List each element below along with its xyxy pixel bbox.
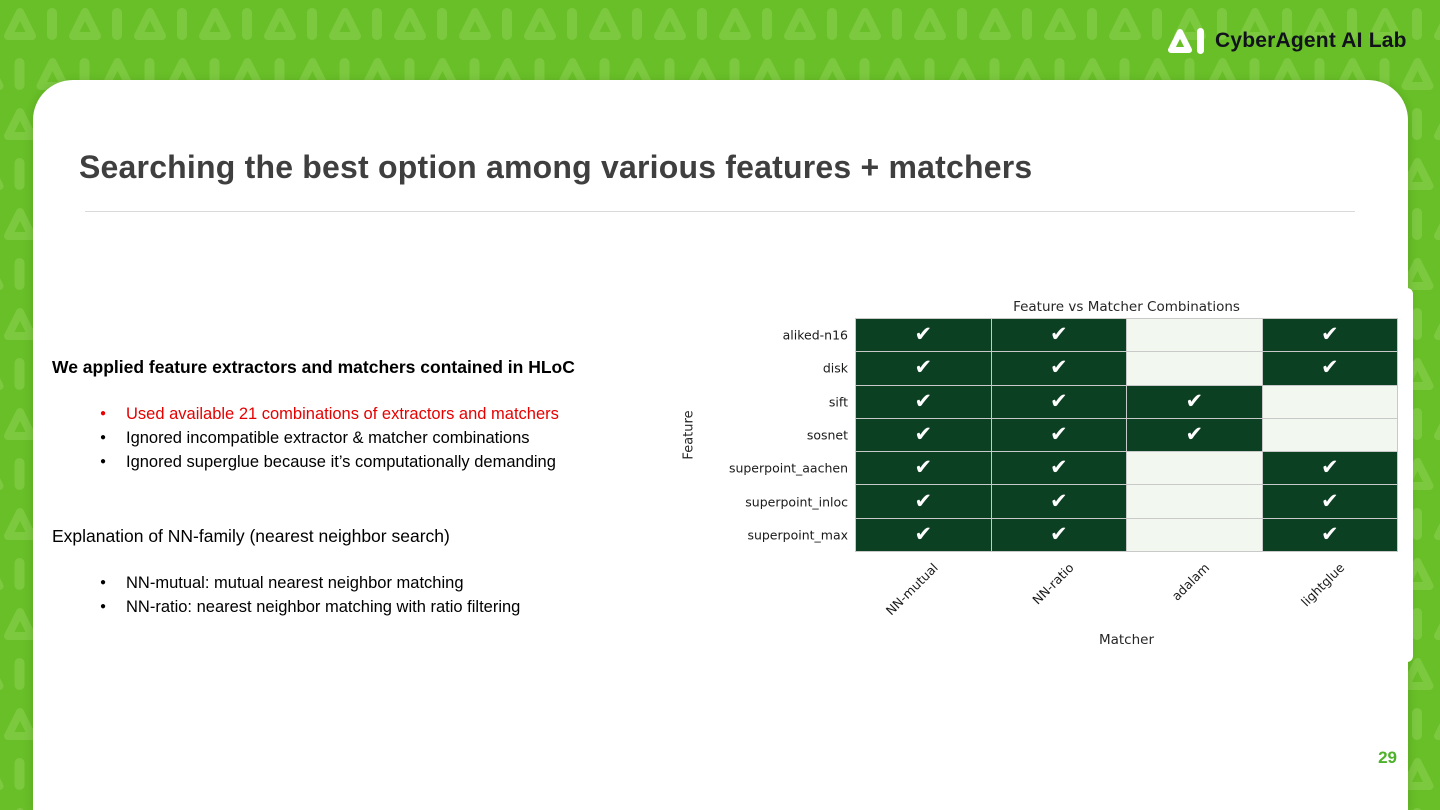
heatmap-cell: ✔: [1127, 418, 1262, 452]
bullet-item: ● Ignored incompatible extractor & matche…: [52, 426, 692, 450]
heatmap-cell: ✔: [1262, 485, 1397, 518]
heatmap-cell: ✔: [991, 518, 1126, 551]
heatmap-cell: [1127, 319, 1262, 352]
check-icon: ✔: [1049, 388, 1068, 413]
row-label: aliked-n16: [782, 327, 848, 343]
check-icon: ✔: [1185, 388, 1204, 413]
check-icon: ✔: [1320, 355, 1339, 380]
bullet-text: NN-mutual: mutual nearest neighbor match…: [126, 574, 464, 592]
nn-heading: Explanation of NN-family (nearest neighb…: [52, 526, 450, 546]
bullet-dot-icon: ●: [100, 432, 107, 443]
check-icon: ✔: [914, 388, 933, 413]
check-icon: ✔: [914, 355, 933, 380]
x-axis-label: Matcher: [1098, 632, 1155, 648]
heatmap-cell: ✔: [1262, 518, 1397, 551]
check-icon: ✔: [1320, 488, 1339, 513]
check-icon: ✔: [1049, 488, 1068, 513]
heatmap-cell: ✔: [1127, 385, 1262, 418]
heatmap-cell: ✔: [856, 418, 991, 452]
bullet-dot-icon: ●: [100, 408, 107, 419]
heatmap-cell: ✔: [991, 452, 1126, 485]
check-icon: ✔: [1320, 521, 1339, 546]
col-label: NN-mutual: [882, 560, 941, 619]
nn-bullet-list: ● NN-mutual: mutual nearest neighbor matc…: [52, 571, 692, 619]
check-icon: ✔: [1049, 455, 1068, 480]
title-divider: [85, 211, 1355, 212]
check-icon: ✔: [914, 521, 933, 546]
check-icon: ✔: [1185, 421, 1204, 446]
bullet-item: ● Used available 21 combinations of extra…: [52, 402, 692, 426]
row-label: sosnet: [806, 427, 848, 443]
chart-panel: Feature vs Matcher Combinations Feature …: [680, 288, 1413, 662]
brand-logo-text: CyberAgent AI Lab: [1215, 29, 1407, 52]
check-icon: ✔: [1049, 355, 1068, 380]
bullet-item: ● NN-ratio: nearest neighbor matching wit…: [52, 595, 692, 619]
heatmap-cell: ✔: [991, 319, 1126, 352]
cyberagent-ai-icon: [1168, 28, 1204, 54]
check-icon: ✔: [1049, 521, 1068, 546]
bullet-text: Ignored superglue because it’s computati…: [126, 453, 556, 471]
check-icon: ✔: [1049, 421, 1068, 446]
row-label: superpoint_inloc: [745, 494, 848, 510]
row-label: superpoint_max: [747, 527, 848, 543]
chart-title: Feature vs Matcher Combinations: [1013, 299, 1240, 315]
check-icon: ✔: [914, 421, 933, 446]
bullet-dot-icon: ●: [100, 577, 107, 588]
heatmap-cell: ✔: [1262, 352, 1397, 385]
check-icon: ✔: [914, 488, 933, 513]
heatmap-cell: ✔: [991, 485, 1126, 518]
heatmap-cell: [1262, 418, 1397, 452]
bullet-text: NN-ratio: nearest neighbor matching with…: [126, 598, 521, 616]
row-label: disk: [822, 360, 848, 376]
heatmap-cell: ✔: [856, 452, 991, 485]
row-label: sift: [828, 394, 848, 410]
heatmap-cell: ✔: [1262, 319, 1397, 352]
bullet-item: ● Ignored superglue because it’s computat…: [52, 450, 692, 474]
heatmap-grid: ✔ ✔ ✔ ✔ ✔ ✔ ✔ ✔ ✔ ✔ ✔ ✔ ✔ ✔ ✔ ✔ ✔ ✔ ✔ ✔ ✔: [855, 318, 1398, 552]
check-icon: ✔: [1320, 455, 1339, 480]
row-label: superpoint_aachen: [728, 460, 848, 476]
check-icon: ✔: [1049, 322, 1068, 347]
slide-title: Searching the best option among various …: [79, 149, 1033, 185]
bullet-item: ● NN-mutual: mutual nearest neighbor matc…: [52, 571, 692, 595]
heatmap-cell: [1127, 518, 1262, 551]
heatmap-cell: ✔: [856, 319, 991, 352]
heatmap-cell: ✔: [991, 352, 1126, 385]
heatmap-cell: ✔: [856, 518, 991, 551]
heatmap-cell: [1127, 352, 1262, 385]
heatmap-cell: ✔: [1262, 452, 1397, 485]
bullet-dot-icon: ●: [100, 601, 107, 612]
bullet-text: Ignored incompatible extractor & matcher…: [126, 429, 530, 447]
bullet-dot-icon: ●: [100, 456, 107, 467]
page-number: 29: [1378, 748, 1397, 767]
heatmap-cell: [1127, 452, 1262, 485]
intro-bullet-list: ● Used available 21 combinations of extra…: [52, 402, 692, 474]
check-icon: ✔: [914, 322, 933, 347]
bullet-text: Used available 21 combinations of extrac…: [126, 405, 559, 423]
heatmap-cell: ✔: [856, 485, 991, 518]
check-icon: ✔: [914, 455, 933, 480]
brand-logo: CyberAgent AI Lab: [1164, 26, 1407, 56]
check-icon: ✔: [1320, 322, 1339, 347]
heatmap-cell: [1262, 385, 1397, 418]
intro-heading: We applied feature extractors and matche…: [52, 357, 575, 377]
col-label: NN-ratio: [1028, 560, 1077, 608]
col-label: adalam: [1168, 560, 1212, 604]
heatmap-cell: ✔: [856, 352, 991, 385]
col-label: lightglue: [1298, 560, 1348, 610]
heatmap-cell: [1127, 485, 1262, 518]
heatmap-cell: ✔: [856, 385, 991, 418]
heatmap-cell: ✔: [991, 385, 1126, 418]
heatmap-cell: ✔: [991, 418, 1126, 452]
